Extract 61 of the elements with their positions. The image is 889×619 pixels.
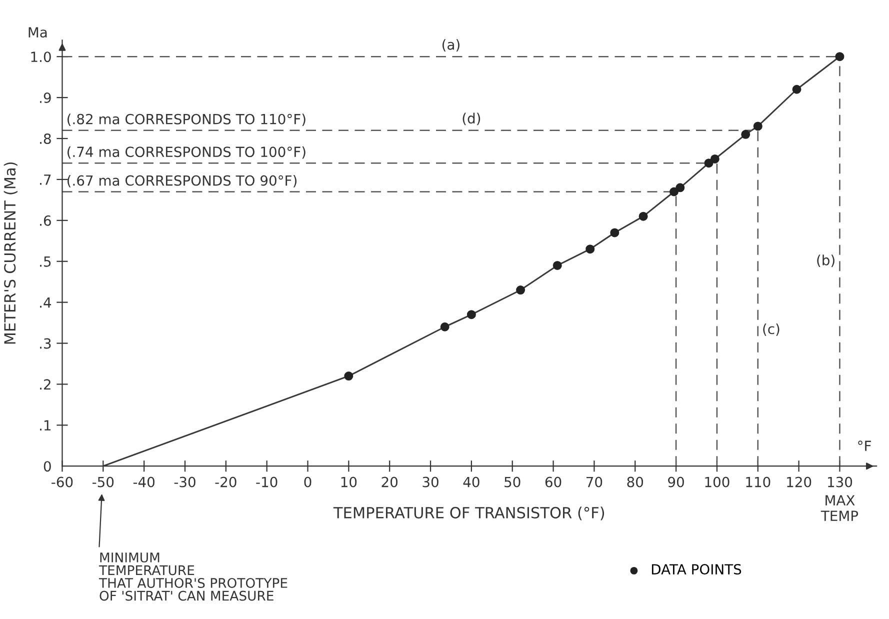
- y-tick-label: .3: [40, 338, 51, 349]
- x-tick-label: 100: [705, 476, 730, 488]
- y-tick-label: 0: [44, 461, 51, 472]
- ref-line-label: (.74 ma CORRESPONDS TO 100°F): [68, 146, 306, 159]
- x-tick-label: -60: [52, 476, 73, 488]
- y-tick-label: .1: [40, 420, 51, 430]
- x-tick-label: 70: [586, 476, 602, 488]
- x-tick-label: -50: [92, 476, 114, 488]
- text: MAX TEMP: [820, 495, 858, 521]
- point: [835, 52, 844, 62]
- y-tick-label: 1.0: [31, 52, 51, 62]
- point: [610, 228, 620, 238]
- point: [792, 84, 802, 94]
- point: [466, 310, 476, 320]
- ref-line-label: (a): [442, 39, 460, 52]
- x-tick-label: 40: [463, 476, 480, 488]
- point: [753, 122, 762, 131]
- x-tick-label: -10: [256, 476, 278, 488]
- annotation: (d): [462, 112, 480, 126]
- point: [516, 286, 526, 295]
- y-axis-title: METER'S CURRENT (Ma): [4, 162, 18, 344]
- ref-line-label: (c): [763, 323, 780, 336]
- x-tick-label: -40: [133, 476, 154, 488]
- point: [704, 158, 714, 168]
- annotation: °F: [858, 440, 871, 451]
- text: MINIMUM TEMPERATURE THAT AUTHOR'S PROTOTYPE OF 'SITRAT' CAN MEASURE: [98, 552, 288, 601]
- y-tick-label: .7: [40, 174, 51, 185]
- x-tick-label: 20: [382, 476, 398, 488]
- point: [586, 244, 595, 254]
- point: [676, 183, 685, 192]
- x-tick-label: 80: [627, 476, 644, 488]
- x-tick-label: 50: [504, 476, 520, 488]
- ref-line-label: (b): [817, 254, 834, 268]
- x-tick-label: -30: [174, 476, 196, 488]
- x-tick-label: -20: [215, 476, 236, 488]
- y-tick-label: .2: [40, 379, 50, 390]
- x-tick-label: 130: [828, 476, 852, 488]
- point: [741, 130, 750, 139]
- point: [669, 187, 678, 196]
- point: [344, 372, 354, 381]
- x-tick-label: 30: [422, 476, 438, 488]
- point: [710, 154, 720, 164]
- point: [440, 322, 450, 332]
- x-tick-label: 0: [304, 476, 312, 488]
- x-tick-label: 120: [787, 476, 812, 488]
- point: [552, 260, 562, 270]
- x-tick-label: 10: [341, 476, 357, 488]
- y-tick-label: .9: [40, 92, 51, 104]
- x-axis-title: TEMPERATURE OF TRANSISTOR (°F): [333, 506, 604, 520]
- x-tick-label: 110: [746, 476, 770, 488]
- legend-label: DATA POINTS: [652, 564, 742, 575]
- x-tick-label: 60: [545, 476, 562, 488]
- text: Ma: [28, 27, 47, 38]
- point: [638, 212, 648, 221]
- y-tick-label: .5: [40, 256, 51, 267]
- y-tick-label: .4: [40, 297, 52, 308]
- ref-line-label: (.67 ma CORRESPONDS TO 90°F): [68, 175, 297, 188]
- y-tick-label: .6: [40, 215, 51, 226]
- y-tick-label: .8: [40, 133, 51, 144]
- x-tick-label: 90: [668, 476, 684, 488]
- ref-line-label: (.82 ma CORRESPONDS TO 110°F): [68, 114, 306, 126]
